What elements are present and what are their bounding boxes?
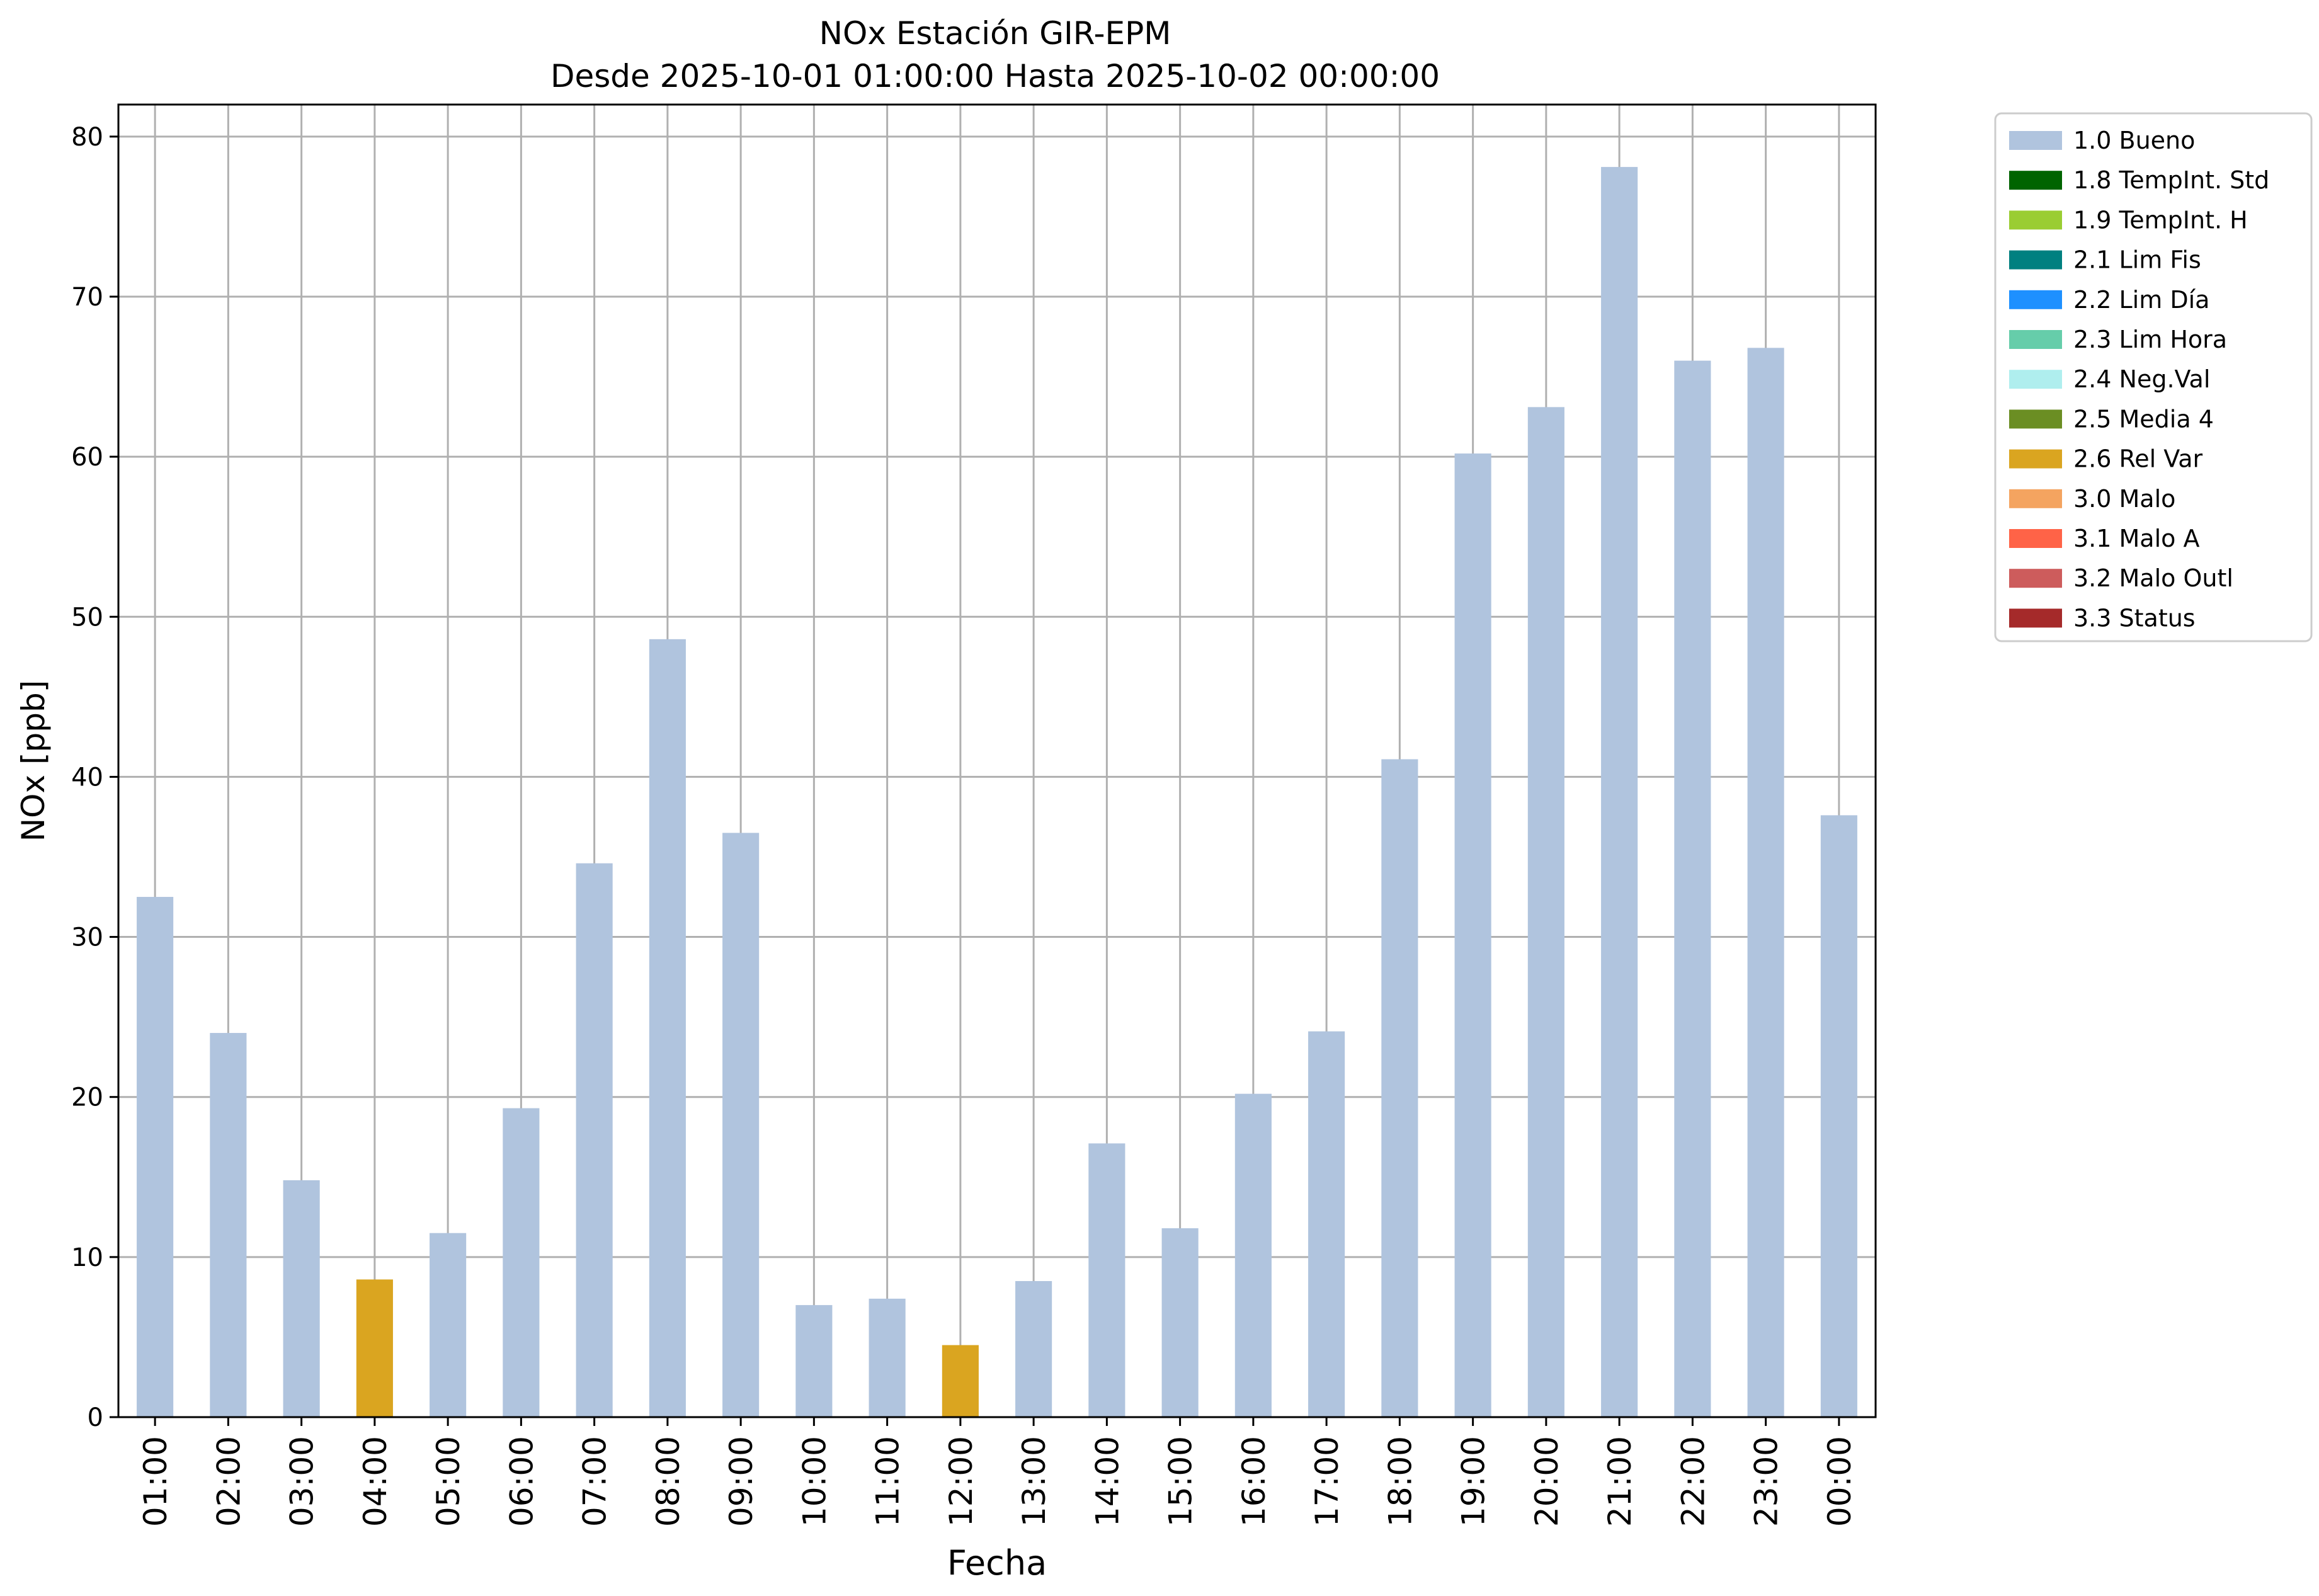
legend-label: 3.1 Malo A — [2073, 525, 2199, 552]
x-tick-label: 23:00 — [1748, 1436, 1785, 1527]
y-tick-label: 60 — [71, 443, 103, 472]
bar-05:00 — [430, 1233, 467, 1417]
y-tick-label: 20 — [71, 1083, 103, 1112]
y-tick-label: 0 — [88, 1403, 103, 1432]
legend-label: 2.1 Lim Fis — [2073, 246, 2201, 274]
legend-swatch — [2009, 569, 2062, 588]
bar-07:00 — [576, 863, 613, 1417]
legend-label: 2.2 Lim Día — [2073, 286, 2209, 314]
y-tick-label: 40 — [71, 763, 103, 792]
x-tick-label: 02:00 — [210, 1436, 247, 1527]
x-tick-label: 15:00 — [1163, 1436, 1199, 1527]
plot-frame — [117, 103, 1877, 1418]
x-tick-label: 17:00 — [1309, 1436, 1345, 1527]
bar-21:00 — [1601, 167, 1638, 1417]
x-tick-label: 07:00 — [577, 1436, 613, 1527]
chart-subtitle: Desde 2025-10-01 01:00:00 Hasta 2025-10-… — [550, 58, 1440, 94]
x-tick-label: 11:00 — [870, 1436, 906, 1527]
legend-label: 3.0 Malo — [2073, 485, 2175, 513]
x-tick-label: 04:00 — [357, 1436, 394, 1527]
bar-10:00 — [795, 1305, 833, 1417]
legend-swatch — [2009, 449, 2062, 469]
x-tick-label: 22:00 — [1675, 1436, 1711, 1527]
legend-swatch — [2009, 370, 2062, 389]
bar-22:00 — [1674, 360, 1711, 1417]
bar-04:00 — [356, 1279, 393, 1417]
bar-01:00 — [137, 897, 174, 1417]
legend-swatch — [2009, 290, 2062, 309]
x-tick-label: 14:00 — [1089, 1436, 1125, 1527]
bar-06:00 — [503, 1108, 540, 1417]
legend-label: 3.2 Malo Outl — [2073, 564, 2233, 592]
x-tick-label: 01:00 — [137, 1436, 174, 1527]
y-tick-label: 50 — [71, 603, 103, 632]
y-axis: 0 10 20 30 40 50 60 70 80 — [71, 123, 118, 1432]
legend-label: 3.3 Status — [2073, 604, 2196, 632]
legend: 1.0 Bueno 1.8 TempInt. Std 1.9 TempInt. H 2… — [1994, 112, 2313, 642]
bar-14:00 — [1088, 1143, 1125, 1417]
bar-15:00 — [1161, 1228, 1199, 1417]
bar-02:00 — [210, 1033, 247, 1417]
chart-title: NOx Estación GIR-EPM — [819, 15, 1171, 52]
legend-swatch — [2009, 489, 2062, 508]
legend-swatch — [2009, 250, 2062, 270]
legend-label: 1.8 TempInt. Std — [2073, 166, 2269, 194]
bar-17:00 — [1308, 1031, 1345, 1417]
bars — [137, 167, 1857, 1417]
x-tick-label: 16:00 — [1236, 1436, 1272, 1527]
y-tick-label: 30 — [71, 923, 103, 952]
x-tick-label: 18:00 — [1382, 1436, 1418, 1527]
legend-swatch — [2009, 210, 2062, 230]
legend-label: 2.6 Rel Var — [2073, 445, 2203, 473]
bar-11:00 — [869, 1298, 906, 1417]
x-tick-label: 19:00 — [1456, 1436, 1492, 1527]
legend-swatch — [2009, 529, 2062, 548]
x-axis-label: Fecha — [947, 1543, 1047, 1583]
y-axis-label: NOx [ppb] — [15, 680, 52, 841]
bar-13:00 — [1015, 1280, 1052, 1417]
legend-swatch — [2009, 608, 2062, 628]
x-tick-label: 21:00 — [1602, 1436, 1638, 1527]
x-axis: 01:00 02:00 03:00 04:00 05:00 06:00 07:00 08:00… — [137, 1417, 1858, 1527]
x-tick-label: 12:00 — [943, 1436, 979, 1527]
legend-swatch — [2009, 131, 2062, 150]
bar-23:00 — [1747, 348, 1784, 1417]
bar-16:00 — [1234, 1093, 1272, 1417]
x-tick-label: 20:00 — [1529, 1436, 1565, 1527]
bar-18:00 — [1381, 759, 1418, 1417]
x-tick-label: 09:00 — [723, 1436, 760, 1527]
bar-12:00 — [942, 1345, 979, 1417]
y-tick-label: 80 — [71, 123, 103, 152]
legend-label: 1.0 Bueno — [2073, 127, 2195, 154]
bar-09:00 — [722, 833, 760, 1417]
y-tick-label: 70 — [71, 283, 103, 312]
x-tick-label: 05:00 — [430, 1436, 467, 1527]
legend-swatch — [2009, 171, 2062, 190]
legend-label: 1.9 TempInt. H — [2073, 206, 2248, 234]
legend-swatch — [2009, 409, 2062, 429]
legend-label: 2.5 Media 4 — [2073, 405, 2214, 433]
legend-frame — [1994, 112, 2313, 642]
bar-19:00 — [1454, 453, 1491, 1417]
x-tick-label: 03:00 — [284, 1436, 321, 1527]
legend-label: 2.4 Neg.Val — [2073, 365, 2210, 393]
legend-swatch — [2009, 330, 2062, 349]
bar-20:00 — [1527, 407, 1564, 1417]
bar-03:00 — [283, 1180, 320, 1417]
x-tick-label: 08:00 — [650, 1436, 687, 1527]
x-tick-label: 10:00 — [796, 1436, 833, 1527]
bar-00:00 — [1820, 815, 1857, 1417]
bar-08:00 — [649, 639, 686, 1417]
x-tick-label: 13:00 — [1016, 1436, 1052, 1527]
x-tick-label: 06:00 — [503, 1436, 540, 1527]
y-tick-label: 10 — [71, 1243, 103, 1272]
legend-label: 2.3 Lim Hora — [2073, 326, 2227, 353]
x-tick-label: 00:00 — [1821, 1436, 1858, 1527]
